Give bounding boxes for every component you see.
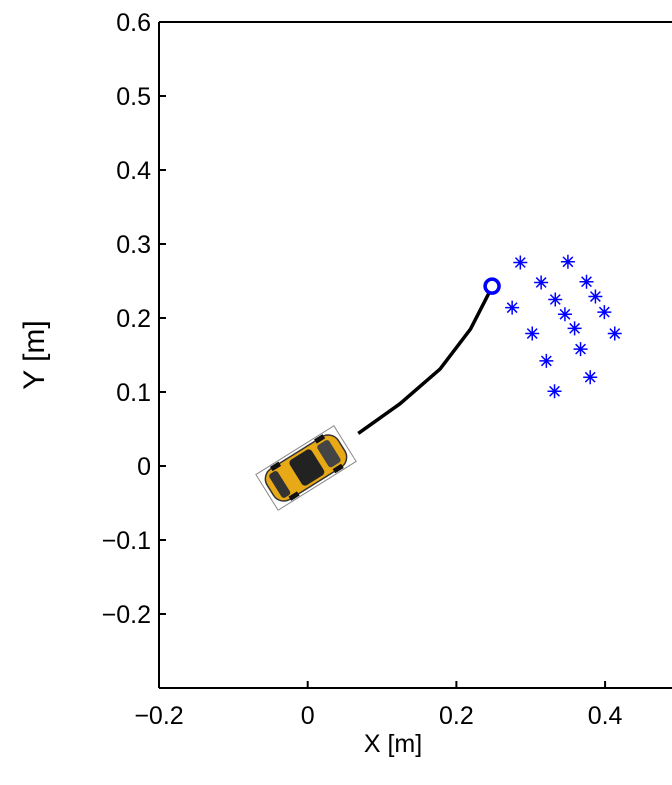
car-icon bbox=[255, 425, 357, 511]
point-marker bbox=[607, 326, 622, 341]
trajectory-line bbox=[357, 290, 492, 435]
y-tick-label: 0.6 bbox=[116, 9, 151, 37]
point-marker bbox=[583, 370, 598, 385]
target-marker bbox=[483, 277, 501, 295]
point-marker bbox=[557, 307, 572, 322]
x-tick-label: −0.2 bbox=[134, 702, 183, 730]
y-axis-label: Y [m] bbox=[18, 320, 51, 389]
point-marker bbox=[573, 342, 588, 357]
point-marker bbox=[548, 292, 563, 307]
point-marker bbox=[505, 300, 520, 315]
y-tick-label: 0.3 bbox=[116, 231, 151, 259]
point-marker bbox=[597, 305, 612, 320]
y-tick-label: 0.2 bbox=[116, 305, 151, 333]
point-marker bbox=[547, 384, 562, 399]
point-marker bbox=[567, 321, 582, 336]
y-tick-label: 0.5 bbox=[116, 83, 151, 111]
point-marker bbox=[513, 255, 528, 270]
y-tick-label: 0 bbox=[137, 453, 151, 481]
x-tick-label: 0.4 bbox=[588, 702, 623, 730]
y-tick-label: −0.2 bbox=[102, 601, 151, 629]
y-tick-label: −0.1 bbox=[102, 527, 151, 555]
point-marker bbox=[579, 274, 594, 289]
point-marker bbox=[560, 254, 575, 269]
x-tick-label: 0 bbox=[301, 702, 315, 730]
x-tick-label: 0.2 bbox=[439, 702, 474, 730]
point-marker bbox=[588, 289, 603, 304]
x-axis-label: X [m] bbox=[364, 730, 422, 758]
point-marker bbox=[539, 353, 554, 368]
point-marker bbox=[534, 275, 549, 290]
y-tick-label: 0.4 bbox=[116, 157, 151, 185]
point-marker bbox=[525, 326, 540, 341]
y-tick-label: 0.1 bbox=[116, 379, 151, 407]
